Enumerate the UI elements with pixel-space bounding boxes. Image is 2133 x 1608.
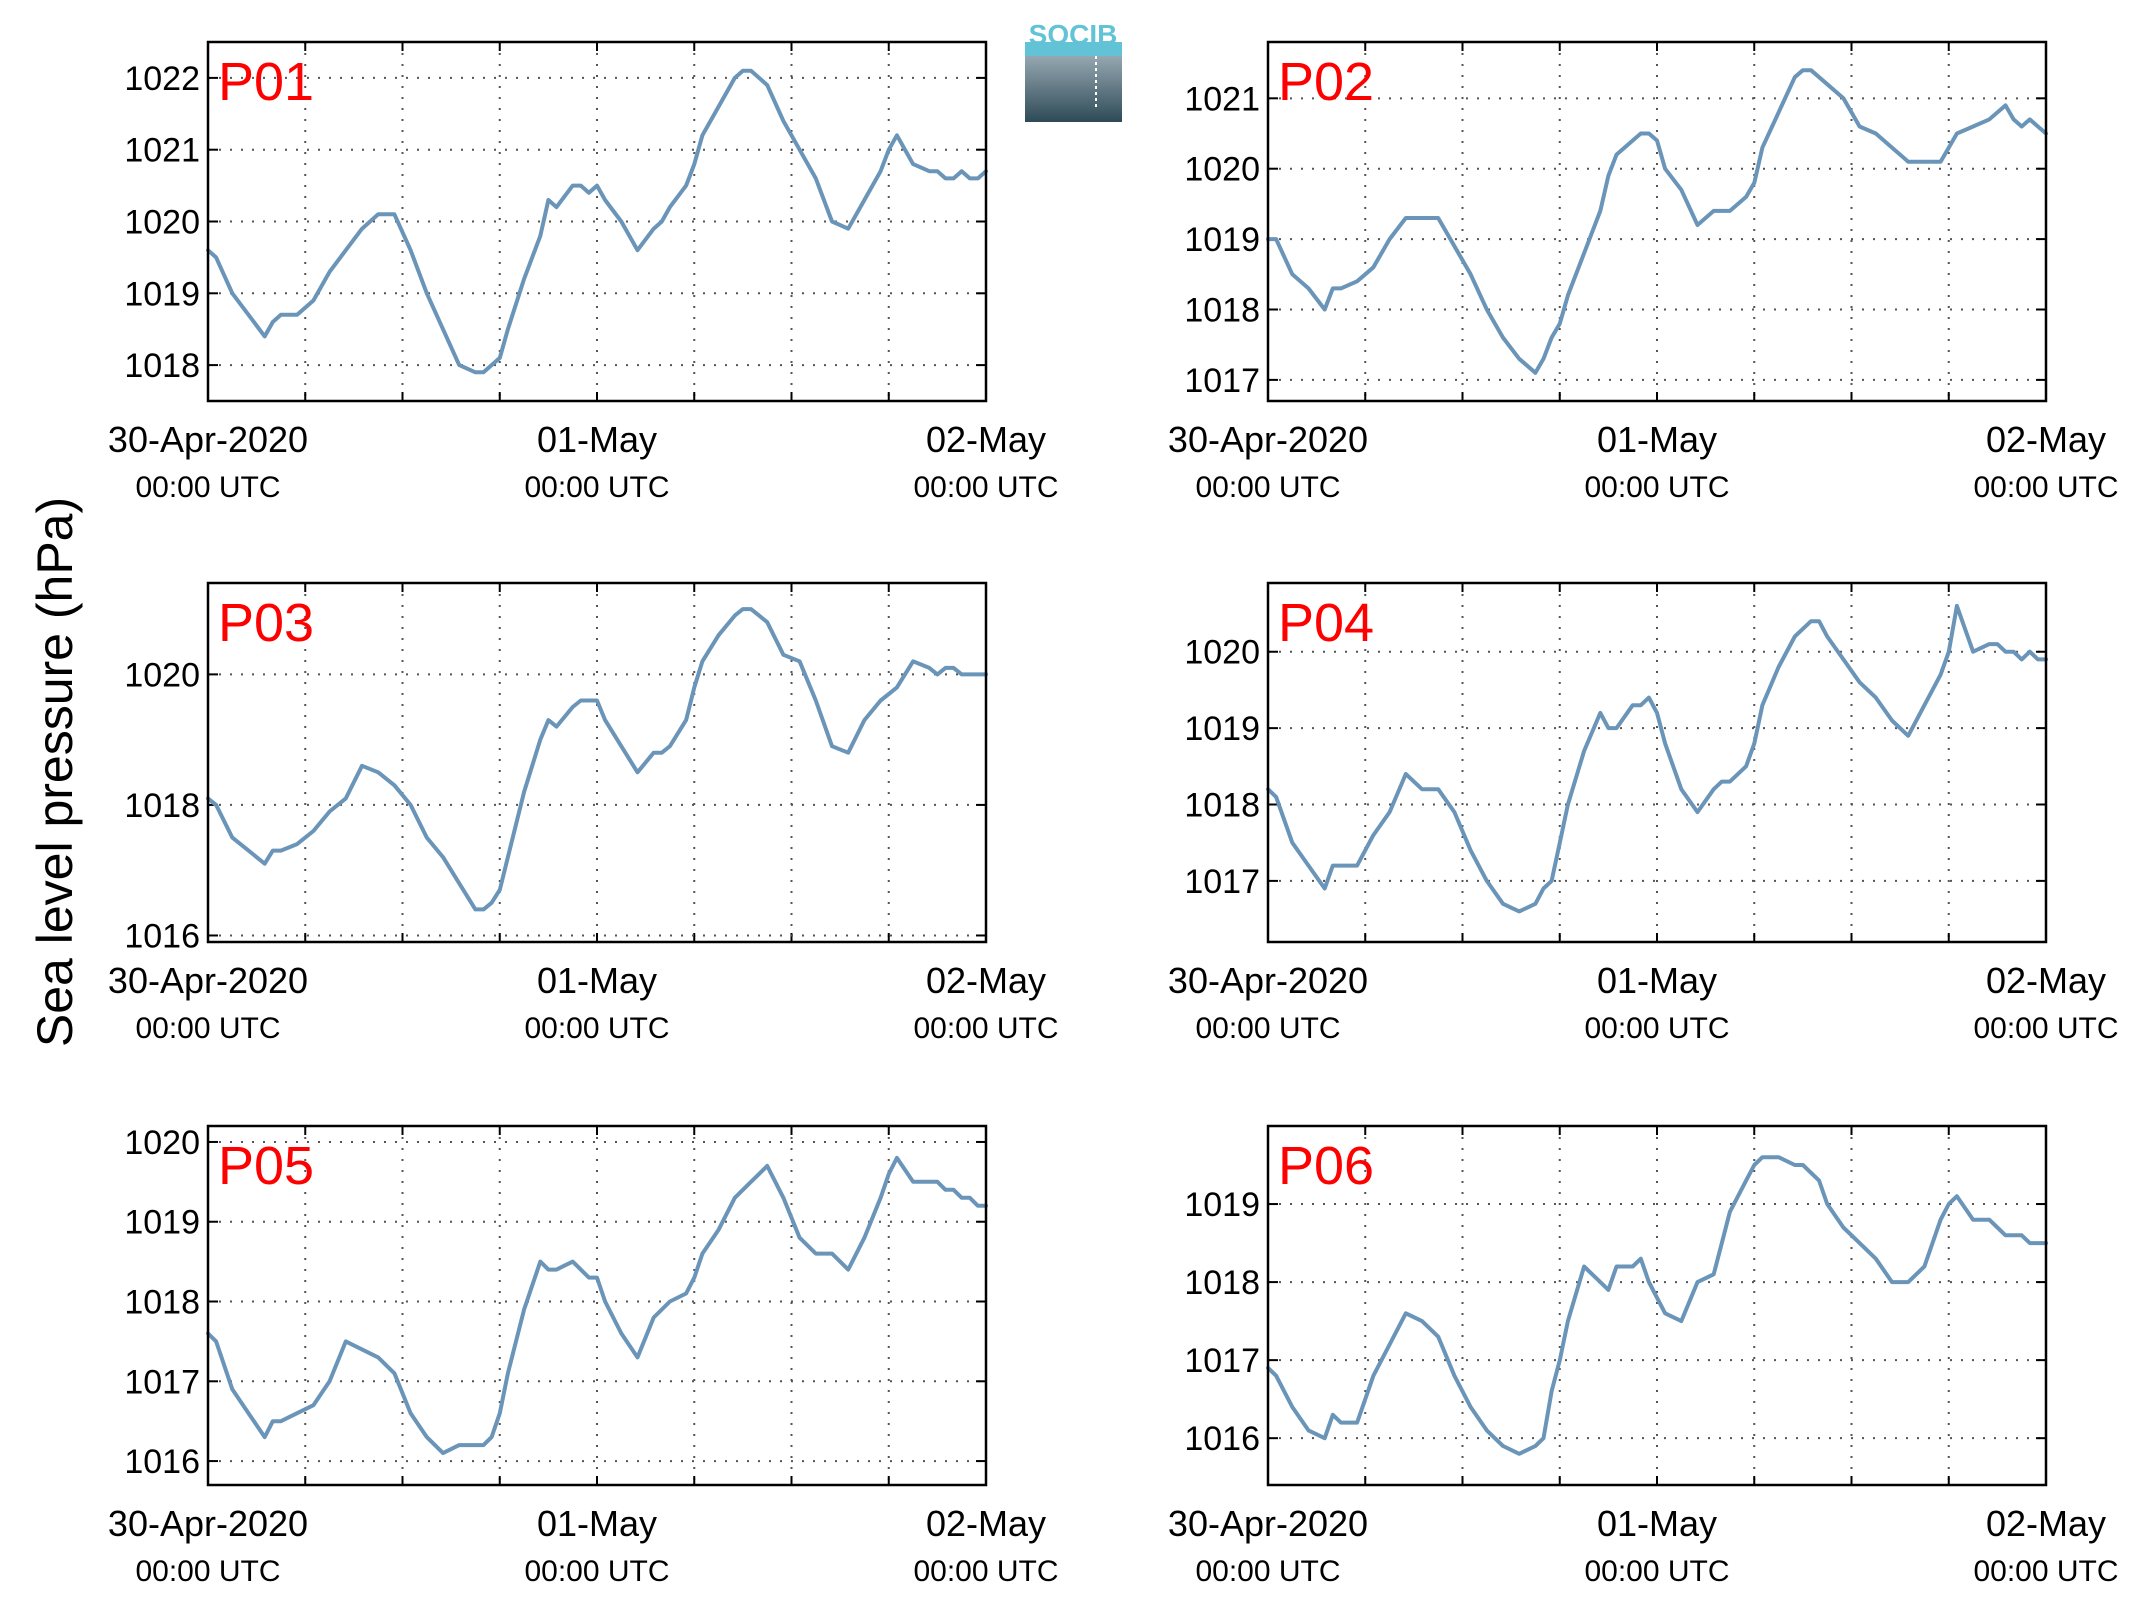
y-tick-label: 1019 <box>1184 1186 1260 1224</box>
panel-p03: 1016 1018 1020 30-Apr-2020 00:00 UTC 01-May 00… <box>108 581 1059 1045</box>
x-tick-sublabel: 00:00 UTC <box>913 1012 1058 1045</box>
y-tick-label: 1017 <box>1184 1342 1260 1380</box>
axes-frame <box>1266 1124 2048 1487</box>
panel-p05: 1016 1017 1018 1019 1020 30-Apr-2020 00:00 UTC… <box>108 1124 1059 1588</box>
y-tick-label: 1020 <box>1184 634 1260 672</box>
logo-text: SOCIB <box>1029 19 1118 50</box>
x-tick-sublabel: 00:00 UTC <box>524 1555 669 1588</box>
x-tick-label: 01-May <box>1597 1503 1717 1544</box>
x-tick-sublabel: 00:00 UTC <box>1195 1555 1340 1588</box>
x-tick-label: 02-May <box>926 960 1046 1001</box>
panel-title: P05 <box>218 1136 314 1196</box>
x-tick-sublabel: 00:00 UTC <box>135 1555 280 1588</box>
y-axis-label: Sea level pressure (hPa) <box>27 497 83 1047</box>
x-tick-label: 02-May <box>1986 1503 2106 1544</box>
socib-logo: SOCIB <box>1025 19 1122 122</box>
x-tick-sublabel: 00:00 UTC <box>1584 1012 1729 1045</box>
x-tick-label: 30-Apr-2020 <box>108 960 308 1001</box>
axes-frame <box>206 1124 988 1487</box>
x-tick-sublabel: 00:00 UTC <box>1584 1555 1729 1588</box>
y-tick-label: 1021 <box>1184 80 1260 118</box>
y-tick-label: 1020 <box>124 1124 200 1162</box>
series-line-p02 <box>1266 68 2048 375</box>
series-line-p04 <box>1266 603 2048 914</box>
panel-p06: 1016 1017 1018 1019 30-Apr-2020 00:00 UTC 01-M… <box>1168 1124 2119 1588</box>
y-tick-label: 1019 <box>1184 221 1260 259</box>
x-tick-sublabel: 00:00 UTC <box>524 471 669 504</box>
panel-p01: 1018 1019 1020 1021 1022 30-Apr-2020 00:00 UTC… <box>108 40 1059 504</box>
panels: 1018 1019 1020 1021 1022 30-Apr-2020 00:00 UTC… <box>108 40 2119 1588</box>
x-tick-sublabel: 00:00 UTC <box>524 1012 669 1045</box>
y-tick-label: 1020 <box>124 204 200 242</box>
y-tick-label: 1019 <box>124 1204 200 1242</box>
axes-frame <box>206 581 988 944</box>
x-tick-label: 01-May <box>1597 419 1717 460</box>
axes-frame <box>1266 581 2048 944</box>
x-tick-label: 30-Apr-2020 <box>1168 960 1368 1001</box>
series-line-p06 <box>1266 1155 2048 1456</box>
x-tick-label: 01-May <box>537 960 657 1001</box>
y-tick-label: 1016 <box>124 1443 200 1481</box>
y-tick-label: 1019 <box>124 275 200 313</box>
x-tick-label: 30-Apr-2020 <box>108 1503 308 1544</box>
series-line-p01 <box>206 68 988 375</box>
logo-wave-band <box>1025 42 1122 56</box>
y-tick-label: 1021 <box>124 132 200 170</box>
x-tick-label: 30-Apr-2020 <box>108 419 308 460</box>
axes-frame <box>206 40 988 403</box>
x-tick-label: 30-Apr-2020 <box>1168 419 1368 460</box>
y-tick-label: 1018 <box>1184 291 1260 329</box>
y-tick-label: 1018 <box>1184 1264 1260 1302</box>
y-tick-label: 1020 <box>124 656 200 694</box>
y-tick-label: 1020 <box>1184 151 1260 189</box>
x-tick-sublabel: 00:00 UTC <box>913 1555 1058 1588</box>
y-tick-label: 1019 <box>1184 710 1260 748</box>
x-tick-sublabel: 00:00 UTC <box>1973 1012 2118 1045</box>
x-tick-label: 02-May <box>926 1503 1046 1544</box>
x-tick-sublabel: 00:00 UTC <box>1195 1012 1340 1045</box>
x-tick-label: 30-Apr-2020 <box>1168 1503 1368 1544</box>
x-tick-sublabel: 00:00 UTC <box>1973 471 2118 504</box>
panel-title: P06 <box>1278 1136 1374 1196</box>
panel-title: P02 <box>1278 52 1374 112</box>
x-tick-sublabel: 00:00 UTC <box>135 1012 280 1045</box>
axes-frame <box>1266 40 2048 403</box>
x-tick-label: 01-May <box>1597 960 1717 1001</box>
x-tick-sublabel: 00:00 UTC <box>1584 471 1729 504</box>
series-line-p05 <box>206 1155 988 1456</box>
panel-title: P03 <box>218 593 314 653</box>
x-tick-label: 02-May <box>1986 960 2106 1001</box>
y-tick-label: 1017 <box>124 1363 200 1401</box>
y-tick-label: 1017 <box>1184 362 1260 400</box>
y-tick-label: 1018 <box>124 347 200 385</box>
y-tick-label: 1016 <box>1184 1420 1260 1458</box>
x-tick-label: 02-May <box>926 419 1046 460</box>
x-tick-sublabel: 00:00 UTC <box>135 471 280 504</box>
y-tick-label: 1018 <box>124 1284 200 1322</box>
y-tick-label: 1016 <box>124 917 200 955</box>
panel-p04: 1017 1018 1019 1020 30-Apr-2020 00:00 UTC 01-M… <box>1168 581 2119 1045</box>
x-tick-sublabel: 00:00 UTC <box>913 471 1058 504</box>
y-tick-label: 1018 <box>124 787 200 825</box>
x-tick-label: 01-May <box>537 419 657 460</box>
x-tick-sublabel: 00:00 UTC <box>1973 1555 2118 1588</box>
logo-background <box>1025 50 1122 122</box>
x-tick-label: 02-May <box>1986 419 2106 460</box>
x-tick-sublabel: 00:00 UTC <box>1195 471 1340 504</box>
y-tick-label: 1017 <box>1184 863 1260 901</box>
panel-p02: 1017 1018 1019 1020 1021 30-Apr-2020 00:00 UTC… <box>1168 40 2119 504</box>
y-tick-label: 1018 <box>1184 787 1260 825</box>
panel-title: P01 <box>218 52 314 112</box>
y-tick-label: 1022 <box>124 60 200 98</box>
panel-title: P04 <box>1278 593 1374 653</box>
x-tick-label: 01-May <box>537 1503 657 1544</box>
series-line-p03 <box>206 607 988 912</box>
